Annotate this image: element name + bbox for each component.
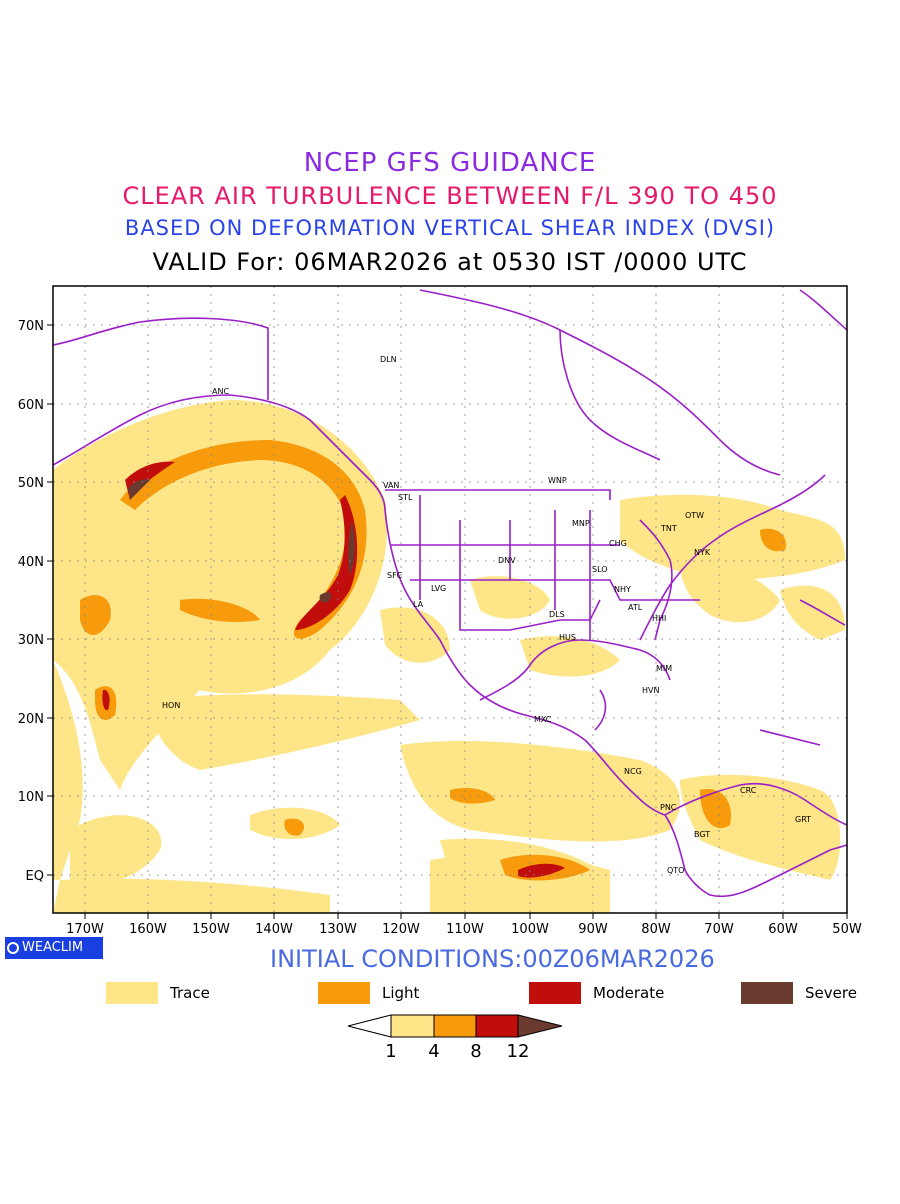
title-line-3: BASED ON DEFORMATION VERTICAL SHEAR INDE… bbox=[124, 216, 776, 240]
station-mim: MIM bbox=[656, 664, 672, 673]
weaclim-logo: WEACLIM bbox=[5, 937, 103, 959]
legend-item-severe: Severe bbox=[741, 982, 857, 1004]
legend-item-trace: Trace bbox=[106, 982, 210, 1004]
lon-label-50w: 50W bbox=[832, 922, 862, 937]
legend-swatch-moderate bbox=[529, 982, 581, 1004]
colorbar-moderate bbox=[475, 1014, 519, 1038]
legend-item-light: Light bbox=[318, 982, 419, 1004]
title-line-2: CLEAR AIR TURBULENCE BETWEEN F/L 390 TO … bbox=[122, 182, 778, 210]
lat-label-70n: 70N bbox=[18, 319, 44, 334]
station-hhi: HHI bbox=[652, 614, 666, 623]
station-anc: ANC bbox=[212, 387, 229, 396]
lon-label-80w: 80W bbox=[641, 922, 671, 937]
logo-ring-icon bbox=[7, 942, 19, 954]
legend-label-moderate: Moderate bbox=[593, 984, 665, 1002]
station-stl: STL bbox=[398, 493, 413, 502]
lat-label-20n: 20N bbox=[18, 712, 44, 727]
station-van: VAN bbox=[383, 481, 399, 490]
coastlines bbox=[53, 289, 847, 898]
map-frame bbox=[52, 285, 848, 914]
colorbar-light bbox=[433, 1014, 477, 1038]
colorbar-max-triangle bbox=[517, 1014, 563, 1038]
station-sfc: SFC bbox=[387, 571, 403, 580]
station-mxc: MXC bbox=[534, 715, 552, 724]
title-line-4: VALID For: 06MAR2026 at 0530 IST /0000 U… bbox=[152, 248, 748, 276]
lat-label-eq: EQ bbox=[26, 869, 44, 884]
lon-label-90w: 90W bbox=[578, 922, 608, 937]
legend-label-light: Light bbox=[382, 984, 420, 1002]
station-atl: ATL bbox=[628, 603, 643, 612]
station-hus: HUS bbox=[559, 633, 576, 642]
station-labels: ANC DLN VAN STL WNP OTW TNT NYK MNP CHG … bbox=[162, 355, 811, 875]
station-nhy: NHY bbox=[614, 585, 631, 594]
station-grt: GRT bbox=[795, 815, 811, 824]
lon-label-70w: 70W bbox=[704, 922, 734, 937]
lat-label-10n: 10N bbox=[18, 790, 44, 805]
station-otw: OTW bbox=[685, 511, 704, 520]
lon-label-120w: 120W bbox=[382, 922, 420, 937]
lon-label-110w: 110W bbox=[446, 922, 484, 937]
turbulence-field bbox=[53, 289, 847, 913]
lat-label-60n: 60N bbox=[18, 398, 44, 413]
station-hvn: HVN bbox=[642, 686, 659, 695]
title-line-1: NCEP GFS GUIDANCE bbox=[303, 148, 597, 178]
station-tnt: TNT bbox=[660, 524, 677, 533]
lon-label-150w: 150W bbox=[192, 922, 230, 937]
station-dln: DLN bbox=[380, 355, 397, 364]
graticule bbox=[53, 286, 847, 913]
legend-label-trace: Trace bbox=[170, 984, 210, 1002]
station-pnc: PNC bbox=[660, 803, 677, 812]
station-hon: HON bbox=[162, 701, 180, 710]
lat-label-50n: 50N bbox=[18, 476, 44, 491]
lon-label-160w: 160W bbox=[129, 922, 167, 937]
lon-label-170w: 170W bbox=[66, 922, 104, 937]
station-ncg: NCG bbox=[624, 767, 642, 776]
station-lvg: LVG bbox=[431, 584, 446, 593]
initial-conditions: INITIAL CONDITIONS:00Z06MAR2026 bbox=[270, 945, 715, 973]
station-nyk: NYK bbox=[694, 548, 711, 557]
legend-swatch-trace bbox=[106, 982, 158, 1004]
lon-label-140w: 140W bbox=[255, 922, 293, 937]
station-crc: CRC bbox=[740, 786, 757, 795]
light-areas bbox=[80, 440, 786, 881]
lat-label-40n: 40N bbox=[18, 555, 44, 570]
tick-marks bbox=[47, 324, 848, 919]
legend-swatch-severe bbox=[741, 982, 793, 1004]
lat-label-30n: 30N bbox=[18, 633, 44, 648]
legend-swatch-light bbox=[318, 982, 370, 1004]
colorbar bbox=[347, 1014, 563, 1038]
station-la: LA bbox=[413, 600, 424, 609]
station-wnp: WNP bbox=[548, 476, 567, 485]
colorbar-min-triangle bbox=[347, 1014, 392, 1038]
legend-label-severe: Severe bbox=[805, 984, 857, 1002]
station-slo: SLO bbox=[592, 565, 608, 574]
station-dnv: DNV bbox=[498, 556, 516, 565]
lon-label-100w: 100W bbox=[511, 922, 549, 937]
colorbar-tick-1: 1 bbox=[385, 1041, 396, 1062]
station-dls: DLS bbox=[549, 610, 565, 619]
lon-label-130w: 130W bbox=[319, 922, 357, 937]
logo-text: WEACLIM bbox=[22, 940, 84, 955]
station-mnp: MNP bbox=[572, 519, 590, 528]
station-bgt: BGT bbox=[694, 830, 710, 839]
legend-item-moderate: Moderate bbox=[529, 982, 664, 1004]
colorbar-trace bbox=[390, 1014, 435, 1038]
colorbar-tick-4: 4 bbox=[428, 1041, 439, 1062]
colorbar-tick-12: 12 bbox=[507, 1041, 530, 1062]
lon-label-60w: 60W bbox=[768, 922, 798, 937]
station-qto: QTO bbox=[667, 866, 684, 875]
colorbar-tick-8: 8 bbox=[470, 1041, 481, 1062]
station-chg: CHG bbox=[609, 539, 627, 548]
